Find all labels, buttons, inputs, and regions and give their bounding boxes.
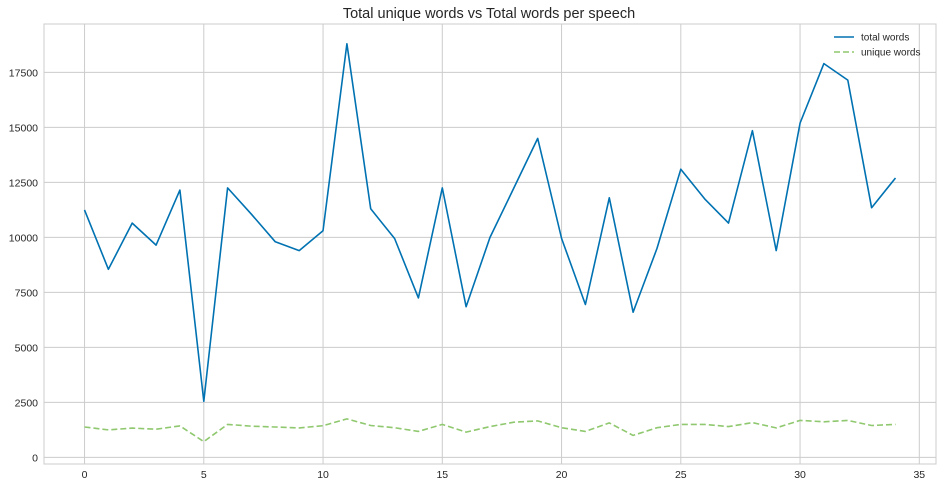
plot-area xyxy=(43,23,937,465)
y-tick-label: 2500 xyxy=(15,397,39,409)
series-line-unique-words xyxy=(84,418,896,443)
y-tick-label: 17500 xyxy=(9,67,38,79)
legend-label: unique words xyxy=(861,48,920,59)
legend-label: total words xyxy=(861,33,909,44)
series-lines xyxy=(83,42,897,443)
y-tick-label: 15000 xyxy=(9,122,38,134)
y-tick-label: 10000 xyxy=(9,232,38,244)
x-tick-label: 25 xyxy=(675,469,687,481)
y-tick-label: 5000 xyxy=(15,342,39,354)
y-tick-label: 12500 xyxy=(9,177,38,189)
x-tick-label: 35 xyxy=(913,469,925,481)
x-tick-label: 15 xyxy=(436,469,448,481)
legend: total words unique words xyxy=(834,33,920,59)
x-axis-ticks: 0 5 10 15 20 25 30 35 xyxy=(82,469,926,481)
y-tick-label: 0 xyxy=(32,452,38,464)
x-tick-label: 10 xyxy=(317,469,329,481)
series-line-total-words xyxy=(83,42,897,403)
x-tick-label: 5 xyxy=(201,469,207,481)
chart-title: Total unique words vs Total words per sp… xyxy=(343,6,635,22)
x-tick-label: 20 xyxy=(556,469,568,481)
y-tick-label: 7500 xyxy=(15,287,39,299)
x-tick-label: 0 xyxy=(82,469,88,481)
x-tick-label: 30 xyxy=(794,469,806,481)
y-axis-ticks: 0 2500 5000 7500 10000 12500 15000 17500 xyxy=(9,67,38,464)
